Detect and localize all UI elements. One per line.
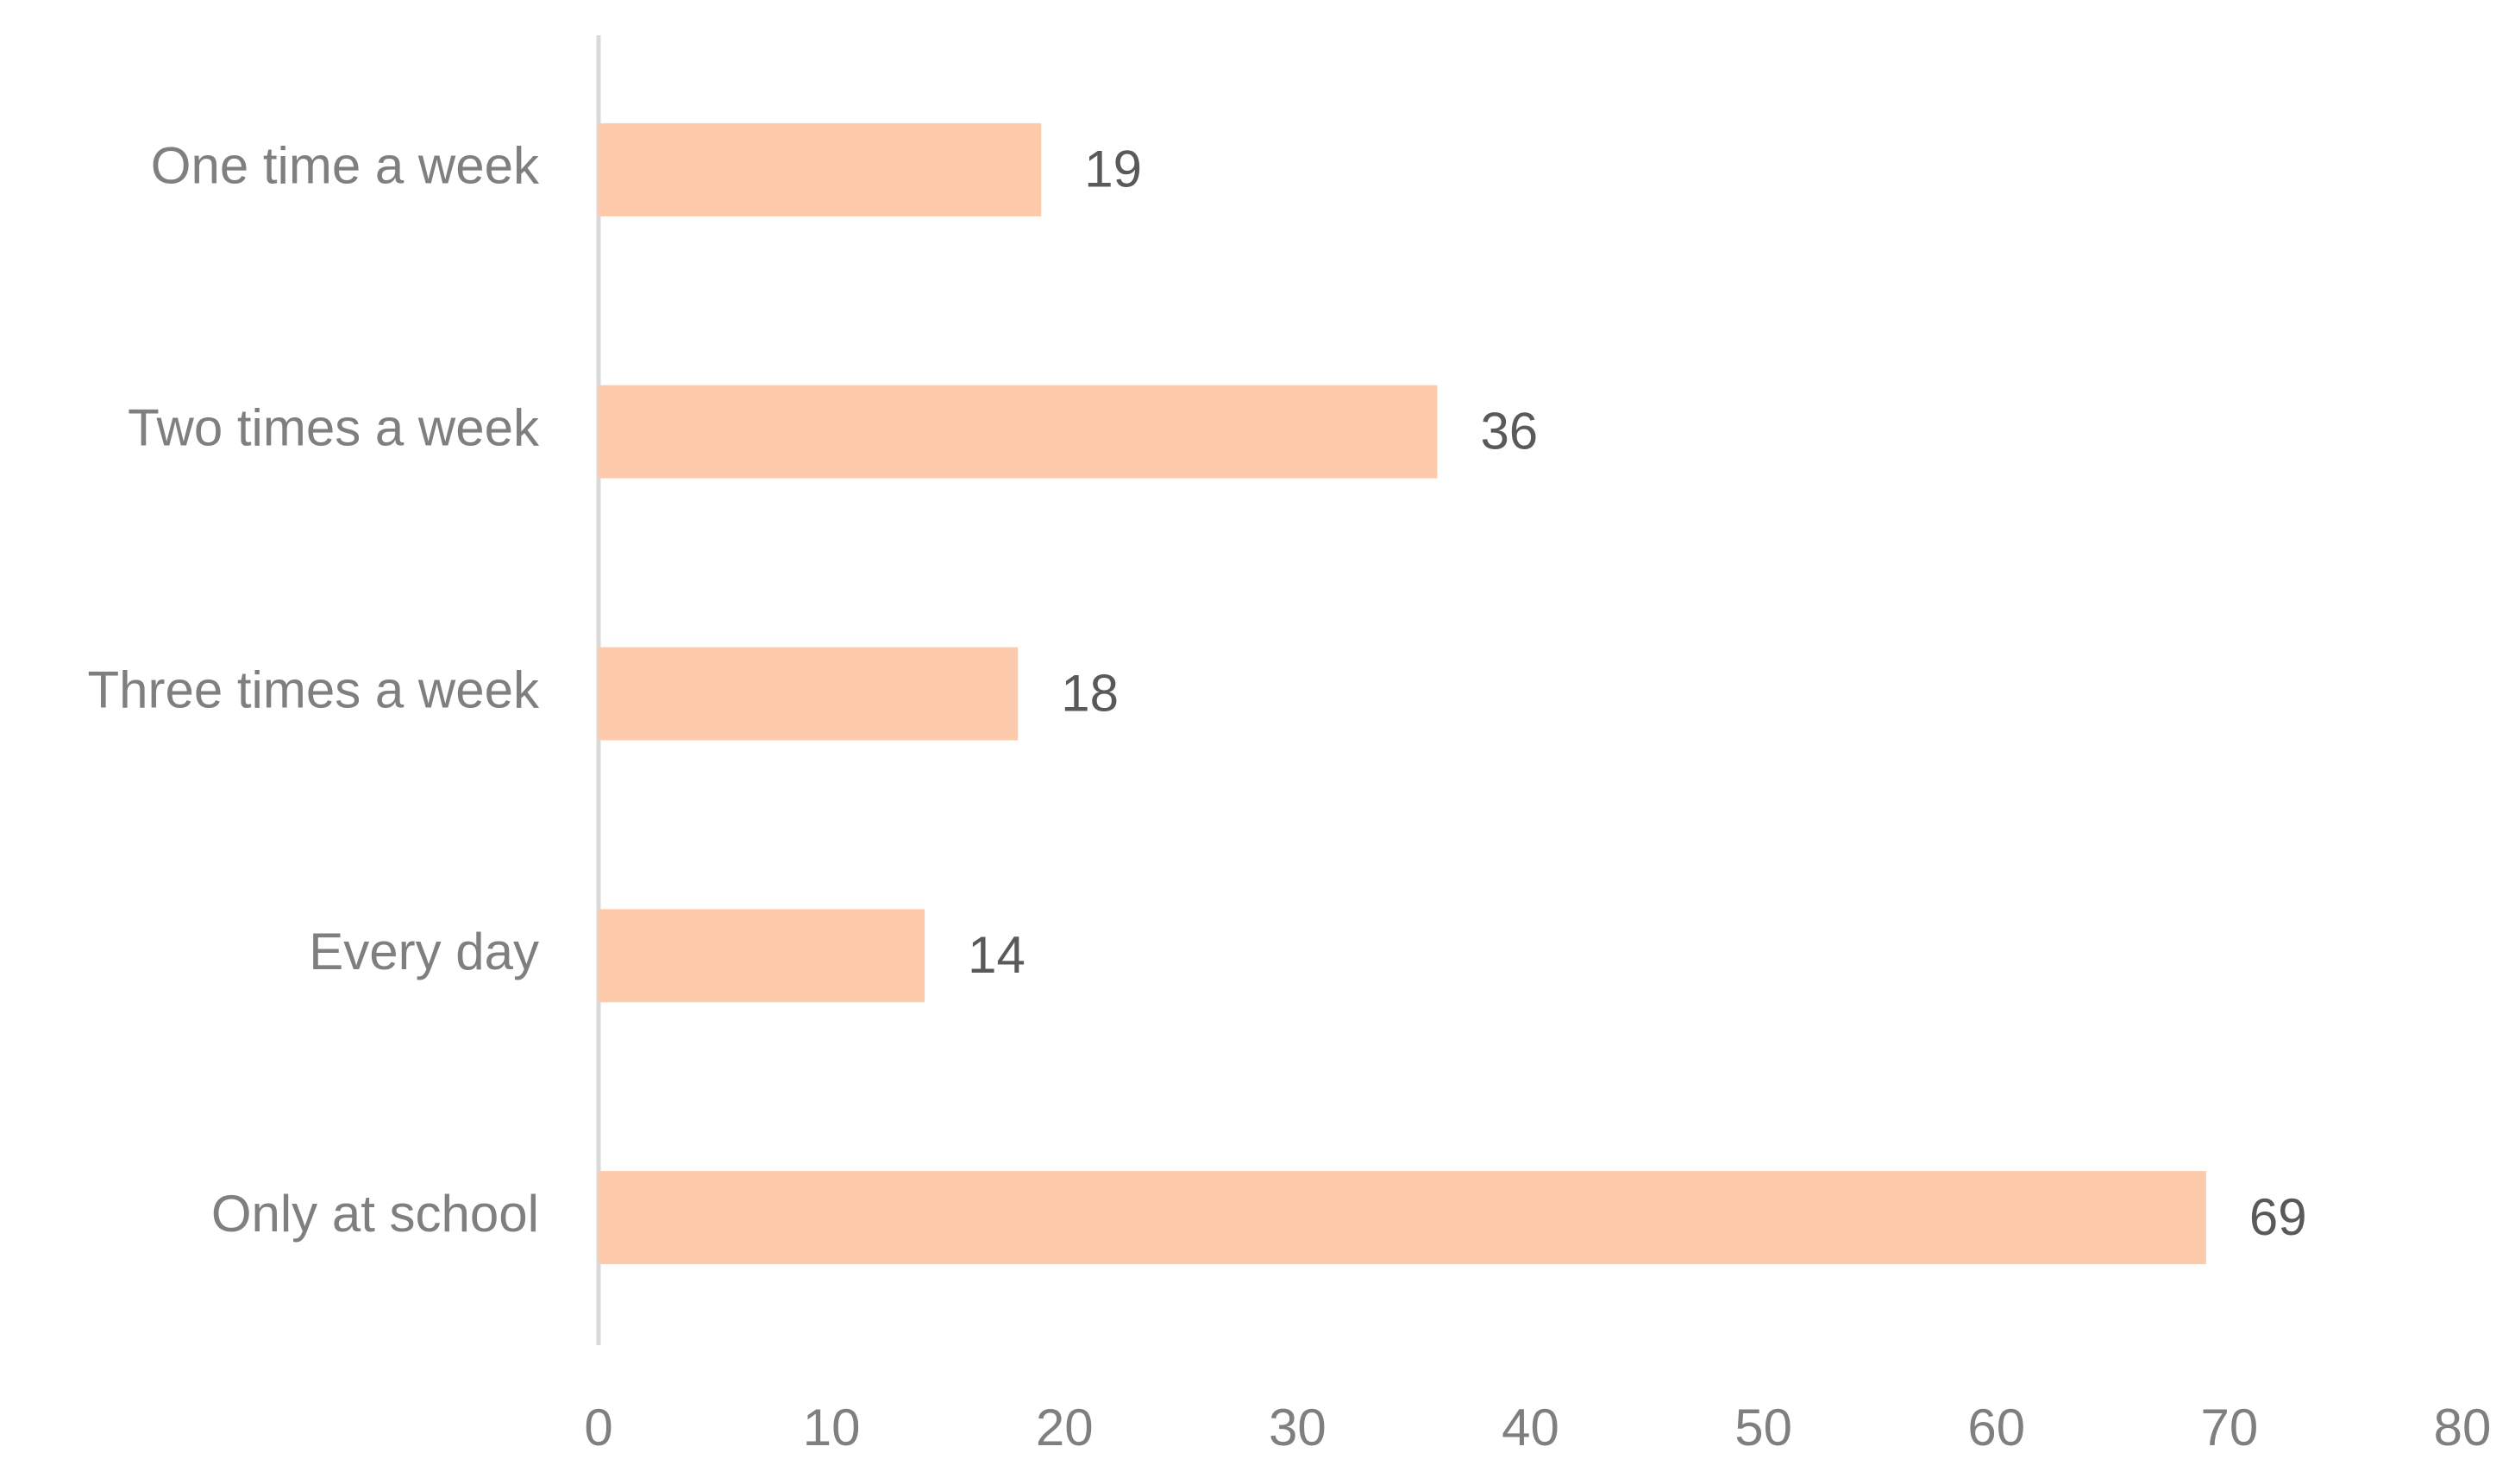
data-label: 69 — [2249, 1188, 2307, 1246]
x-tick-label: 20 — [1036, 1399, 1094, 1456]
x-tick-label: 0 — [584, 1399, 612, 1456]
y-tick-label: Three times a week — [87, 661, 540, 718]
x-tick-label: 40 — [1502, 1399, 1559, 1456]
y-tick-label: Only at school — [211, 1185, 539, 1243]
x-tick-label: 10 — [803, 1399, 861, 1456]
x-tick-label: 60 — [1967, 1399, 2025, 1456]
x-tick-label: 70 — [2201, 1399, 2259, 1456]
data-label: 14 — [968, 926, 1025, 984]
x-tick-label: 80 — [2434, 1399, 2492, 1456]
x-tick-label: 30 — [1269, 1399, 1326, 1456]
bar — [599, 1171, 2206, 1265]
x-tick-label: 50 — [1734, 1399, 1792, 1456]
data-label: 19 — [1084, 141, 1142, 198]
bar — [599, 122, 1042, 216]
data-label: 18 — [1061, 664, 1119, 722]
bar — [599, 385, 1438, 479]
y-tick-label: Every day — [309, 923, 539, 980]
bar — [599, 647, 1019, 741]
data-label: 36 — [1480, 403, 1538, 460]
y-tick-label: One time a week — [151, 137, 540, 195]
y-tick-label: Two times a week — [128, 399, 540, 457]
bar — [599, 909, 925, 1003]
